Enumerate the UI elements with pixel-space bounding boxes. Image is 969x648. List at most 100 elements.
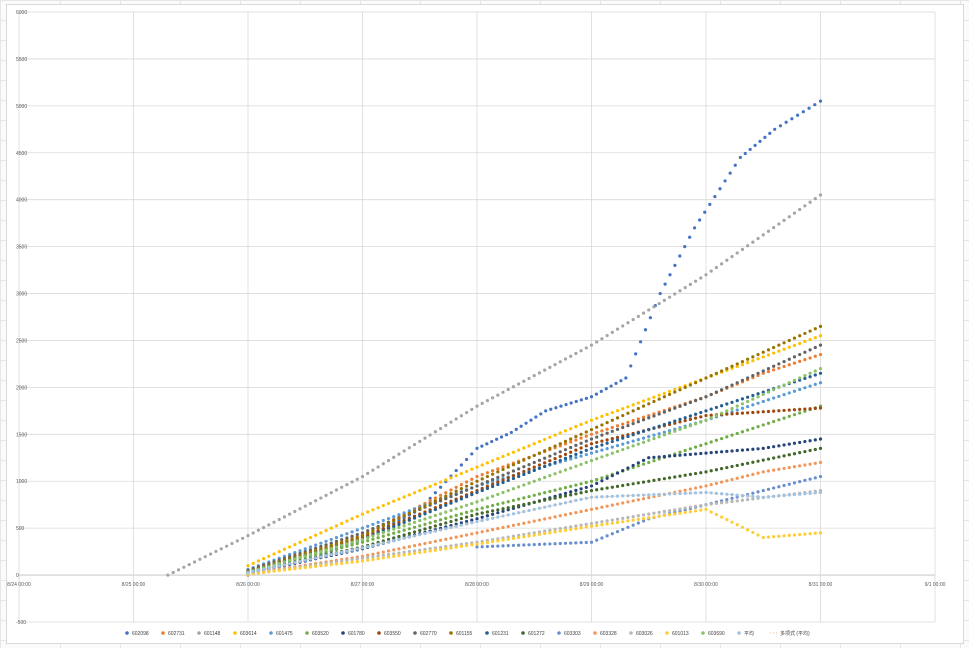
data-point <box>519 424 523 428</box>
data-point <box>673 512 677 516</box>
data-point <box>792 378 797 382</box>
data-point <box>761 399 765 404</box>
data-point <box>464 410 469 415</box>
data-point <box>558 458 562 463</box>
data-point <box>319 541 323 545</box>
data-point <box>787 533 791 538</box>
data-point <box>683 448 687 453</box>
data-point <box>761 350 765 354</box>
data-point <box>818 490 823 495</box>
data-point <box>636 514 640 518</box>
legend-marker <box>629 631 633 635</box>
data-point <box>454 492 458 497</box>
legend-label: 602098 <box>132 631 149 637</box>
data-point <box>813 476 817 480</box>
data-point <box>693 422 698 426</box>
data-point <box>314 533 318 537</box>
data-point <box>501 538 505 542</box>
data-point <box>459 523 463 527</box>
data-point <box>782 383 786 387</box>
data-point <box>673 508 677 512</box>
data-point <box>605 453 609 457</box>
data-point <box>621 468 625 473</box>
data-point <box>746 528 750 532</box>
legend-label: 603614 <box>240 631 257 637</box>
data-point <box>662 433 666 437</box>
data-point <box>371 529 375 533</box>
data-point <box>324 528 328 533</box>
data-point <box>256 571 261 575</box>
data-point <box>600 505 604 509</box>
data-point <box>558 450 562 454</box>
data-point <box>392 548 396 552</box>
data-point <box>740 411 745 415</box>
data-point <box>464 533 469 537</box>
data-point <box>579 446 583 450</box>
chart-area[interactable]: 6000 5500 5000 4500 4000 3500 3000 2500 2000 1500… <box>6 4 964 644</box>
data-point <box>756 447 760 451</box>
data-point <box>777 222 781 226</box>
data-point <box>631 499 635 503</box>
data-point <box>621 520 625 524</box>
data-point <box>714 450 719 454</box>
legend-item: 603690 <box>701 631 725 637</box>
data-point <box>579 541 583 545</box>
data-point <box>501 465 505 469</box>
data-point <box>433 491 437 495</box>
data-point <box>589 428 594 432</box>
data-point <box>756 490 760 494</box>
data-point <box>621 407 625 411</box>
data-point <box>772 226 776 230</box>
data-point <box>753 143 757 147</box>
data-point <box>683 419 687 423</box>
data-point <box>251 570 255 574</box>
data-point <box>470 482 474 486</box>
data-point <box>475 517 479 521</box>
data-point <box>574 435 578 439</box>
data-point <box>366 553 370 557</box>
x-tick-label: 8/30 00:00 <box>694 582 718 588</box>
legend-marker <box>377 631 381 635</box>
data-point <box>496 480 500 484</box>
data-point <box>667 454 672 458</box>
data-point <box>340 538 344 542</box>
data-point <box>548 435 552 439</box>
data-point <box>543 456 547 460</box>
data-point <box>491 503 495 508</box>
data-point <box>329 537 333 542</box>
data-point <box>641 436 646 440</box>
data-point <box>688 235 692 239</box>
data-point <box>574 443 578 447</box>
data-point <box>818 437 823 441</box>
legend-item: 602098 <box>125 631 149 637</box>
data-point <box>480 488 484 493</box>
legend-item: 603614 <box>233 631 257 637</box>
data-point <box>501 480 505 485</box>
legend-item: 601231 <box>485 631 509 637</box>
data-point <box>230 541 234 546</box>
data-point <box>543 517 547 521</box>
data-point <box>402 536 406 540</box>
data-point <box>418 439 422 443</box>
data-point <box>605 427 609 431</box>
data-point <box>459 487 463 491</box>
data-point <box>787 391 791 395</box>
data-point <box>652 395 656 399</box>
data-point <box>615 438 620 442</box>
data-point <box>626 483 630 487</box>
data-point <box>746 494 750 498</box>
data-point <box>386 521 391 525</box>
x-tick-label: 8/25 00:00 <box>122 582 146 588</box>
data-point <box>475 507 479 511</box>
data-point <box>360 537 365 542</box>
data-point <box>282 547 287 551</box>
data-point <box>449 536 453 540</box>
data-point <box>626 525 630 529</box>
data-point <box>371 508 375 512</box>
data-point <box>366 539 370 543</box>
data-point <box>589 437 594 441</box>
data-point <box>699 485 703 489</box>
data-point <box>787 363 791 367</box>
data-point <box>730 496 734 500</box>
data-point <box>790 117 794 121</box>
